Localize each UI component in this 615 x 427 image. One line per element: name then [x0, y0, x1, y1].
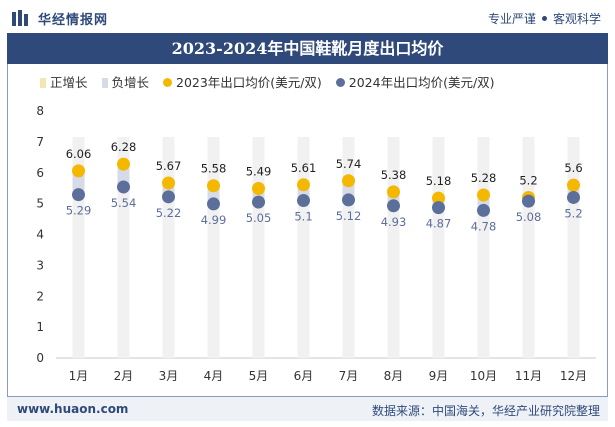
point-2023-0: [72, 164, 85, 178]
data-label-2023-11: 5.6: [564, 161, 582, 175]
point-2024-7: [387, 199, 400, 213]
data-label-2024-10: 5.08: [516, 210, 542, 224]
y-tick-label-8: 8: [36, 104, 44, 118]
tagline-separator-icon: [541, 16, 547, 21]
data-label-2024-4: 5.05: [246, 211, 272, 225]
footer-website-link[interactable]: www.huaon.com: [17, 402, 129, 416]
legend-item-positive: 正增长: [40, 72, 88, 91]
x-tick-label-5: 6月: [294, 369, 314, 383]
y-tick-label-6: 6: [36, 166, 44, 180]
legend-label-2024: 2024年出口均价(美元/双): [348, 75, 495, 90]
data-label-2023-10: 5.2: [519, 173, 537, 187]
y-tick-label-2: 2: [36, 289, 44, 303]
tagline-right: 客观科学: [552, 12, 601, 26]
x-tick-label-10: 11月: [515, 369, 542, 383]
footer-source-note: 数据来源：中国海关，华经产业研究院整理: [371, 404, 600, 418]
data-label-2024-7: 4.93: [381, 215, 407, 229]
data-label-2023-8: 5.18: [426, 174, 452, 188]
point-2023-2: [162, 176, 175, 190]
data-label-2023-7: 5.38: [381, 168, 407, 182]
data-label-2023-9: 5.28: [471, 171, 497, 185]
point-2024-2: [162, 190, 175, 204]
y-tick-label-5: 5: [36, 197, 44, 211]
point-2024-5: [297, 194, 310, 208]
point-2023-9: [477, 188, 490, 202]
legend-dot-2024: [335, 78, 345, 87]
data-label-2023-0: 6.06: [66, 147, 92, 161]
data-label-2023-2: 5.67: [156, 159, 182, 173]
data-label-2024-9: 4.78: [471, 219, 497, 233]
top-header: 华经情报网 专业严谨 客观科学: [0, 0, 615, 34]
legend-dot-2023: [163, 78, 172, 87]
point-2024-0: [72, 188, 85, 202]
point-2023-3: [207, 179, 220, 193]
point-2023-11: [567, 178, 580, 192]
point-2024-3: [207, 197, 220, 211]
brand-name: 华经情报网: [38, 13, 109, 28]
data-label-2023-1: 6.28: [111, 140, 137, 154]
x-tick-label-11: 12月: [560, 369, 587, 383]
x-tick-label-9: 10月: [470, 369, 497, 383]
data-label-2024-11: 5.2: [564, 206, 582, 220]
change-bar-0: [72, 170, 85, 195]
data-label-2024-0: 5.29: [66, 204, 92, 218]
point-2023-6: [342, 174, 355, 188]
legend-swatch-positive: [40, 78, 46, 88]
x-tick-label-0: 1月: [69, 369, 89, 383]
legend-item-2024: 2024年出口均价(美元/双): [335, 72, 495, 91]
y-tick-label-0: 0: [36, 351, 44, 365]
point-2023-7: [387, 185, 400, 199]
point-2024-1: [117, 180, 130, 194]
x-tick-label-3: 4月: [204, 369, 224, 383]
point-2024-8: [432, 201, 445, 215]
header-tagline: 专业严谨 客观科学: [488, 10, 601, 27]
legend-item-2023: 2023年出口均价(美元/双): [163, 72, 322, 91]
data-label-2023-3: 5.58: [201, 162, 227, 176]
point-2024-10: [522, 194, 535, 208]
point-2024-9: [477, 203, 490, 217]
y-tick-label-7: 7: [36, 135, 44, 149]
y-tick-label-3: 3: [36, 258, 44, 272]
point-2023-8: [432, 191, 445, 205]
legend-label-2023: 2023年出口均价(美元/双): [176, 75, 322, 90]
data-label-2023-6: 5.74: [336, 157, 362, 171]
legend-label-positive: 正增长: [50, 75, 88, 90]
data-label-2023-4: 5.49: [246, 164, 272, 178]
point-2024-4: [252, 195, 265, 209]
point-2024-6: [342, 193, 355, 207]
data-label-2023-5: 5.61: [291, 161, 317, 175]
x-tick-label-6: 7月: [339, 369, 359, 383]
legend-item-negative: 负增长: [101, 72, 150, 91]
category-column-10: [522, 137, 535, 358]
x-tick-label-7: 8月: [384, 369, 404, 383]
chart-title: 2023-2024年中国鞋靴月度出口均价: [171, 39, 444, 58]
brand-logo-icon: [12, 10, 28, 26]
point-2023-4: [252, 181, 265, 195]
point-2024-11: [567, 190, 580, 204]
point-2023-1: [117, 157, 130, 171]
x-tick-label-1: 2月: [114, 369, 134, 383]
legend-swatch-negative: [101, 78, 108, 88]
chart-legend: 正增长 负增长 2023年出口均价(美元/双) 2024年出口均价(美元/双): [40, 72, 505, 91]
x-tick-label-4: 5月: [249, 369, 269, 383]
data-label-2024-6: 5.12: [336, 209, 362, 223]
y-tick-label-1: 1: [36, 320, 44, 334]
x-tick-label-2: 3月: [159, 369, 179, 383]
data-label-2024-8: 4.87: [426, 217, 452, 231]
x-tick-label-8: 9月: [429, 369, 449, 383]
footer-bar: www.huaon.com 数据来源：中国海关，华经产业研究院整理: [7, 397, 608, 421]
chart-title-bar: 2023-2024年中国鞋靴月度出口均价: [7, 33, 608, 64]
point-2023-5: [297, 178, 310, 192]
y-tick-label-4: 4: [36, 228, 44, 242]
category-column-8: [432, 137, 445, 358]
data-label-2024-3: 4.99: [201, 213, 227, 227]
data-label-2024-1: 5.54: [111, 196, 137, 210]
data-label-2024-2: 5.22: [156, 206, 182, 220]
legend-label-negative: 负增长: [111, 75, 150, 90]
data-label-2024-5: 5.1: [294, 210, 312, 224]
tagline-left: 专业严谨: [487, 12, 536, 26]
